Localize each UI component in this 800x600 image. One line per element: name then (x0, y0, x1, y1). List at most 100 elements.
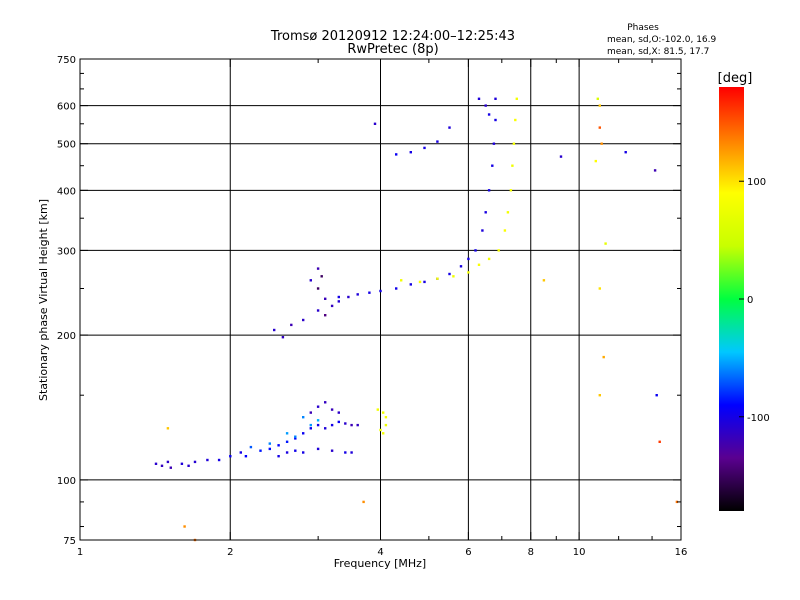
data-point (320, 275, 323, 278)
data-point (491, 164, 494, 167)
data-point (268, 442, 271, 445)
data-point (302, 432, 305, 435)
data-point (281, 336, 285, 339)
colorbar-label: [deg] (718, 71, 753, 86)
data-point (379, 428, 382, 432)
data-point (347, 295, 350, 299)
data-point (492, 142, 496, 145)
data-point (294, 449, 297, 452)
data-point (217, 458, 221, 462)
data-point (598, 104, 601, 107)
data-point (509, 189, 513, 192)
data-point (285, 440, 289, 443)
data-point (602, 355, 605, 359)
data-point (373, 122, 377, 125)
y-tick-label: 75 (63, 536, 76, 547)
data-point (494, 97, 497, 100)
data-point (350, 423, 353, 427)
data-point (506, 211, 510, 214)
data-point (330, 408, 334, 411)
data-point (302, 318, 305, 322)
data-point (309, 423, 312, 427)
data-point (330, 304, 334, 308)
data-point (598, 287, 601, 290)
data-point (166, 427, 170, 430)
x-tick-label: 2 (227, 547, 233, 558)
data-point (368, 291, 371, 294)
grid (80, 59, 681, 540)
y-tick-label: 300 (57, 246, 76, 257)
data-point (294, 437, 297, 440)
chart-title: Tromsø 20120912 12:24:00–12:25:43 (270, 29, 515, 44)
colorbar-tick-label: 100 (747, 177, 766, 188)
data-point (484, 104, 487, 107)
data-point (481, 229, 484, 232)
data-point (467, 271, 470, 274)
data-point (515, 97, 518, 100)
data-point (384, 416, 388, 419)
data-point (249, 445, 253, 449)
data-point (330, 449, 334, 452)
data-point (382, 432, 385, 435)
data-point (356, 293, 359, 296)
x-tick-label: 10 (573, 547, 586, 558)
data-point (604, 242, 607, 245)
y-axis-ticks: 75 100 200 300 400 500 600 750 (57, 55, 681, 547)
data-point (344, 422, 347, 425)
data-point (658, 440, 661, 443)
data-point (376, 408, 379, 411)
stats-title: Phases (627, 23, 659, 33)
data-point (409, 151, 412, 154)
data-point (598, 126, 601, 129)
data-point (239, 451, 242, 454)
data-point (487, 257, 491, 261)
data-point (542, 279, 546, 282)
data-point (594, 159, 597, 163)
data-point (206, 458, 209, 462)
data-point (395, 287, 398, 290)
data-point (409, 283, 412, 286)
data-point (350, 451, 353, 454)
data-point (268, 447, 271, 451)
data-point (467, 257, 470, 261)
data-point (273, 328, 276, 332)
data-point (400, 279, 403, 282)
x-tick-label: 4 (377, 547, 383, 558)
data-point (309, 279, 312, 282)
x-tick-label: 6 (465, 547, 471, 558)
stats-line-o: mean, sd,O:-102.0, 16.9 (607, 35, 717, 45)
data-point (285, 432, 289, 435)
data-point (382, 411, 385, 414)
stats-line-x: mean, sd,X: 81.5, 17.7 (607, 47, 709, 57)
data-point (511, 164, 514, 167)
data-point (653, 169, 657, 172)
data-point (180, 462, 184, 465)
data-point (277, 455, 280, 458)
data-point (474, 249, 477, 252)
data-point (169, 466, 172, 469)
data-point (384, 423, 388, 427)
data-point (324, 297, 327, 300)
y-tick-label: 100 (57, 476, 76, 487)
x-tick-label: 16 (675, 547, 688, 558)
data-point (316, 405, 320, 408)
data-point (418, 280, 422, 284)
data-point (330, 423, 334, 427)
data-point (309, 427, 312, 430)
data-point (324, 427, 327, 430)
data-point (598, 394, 601, 397)
data-point (337, 420, 340, 424)
data-point (362, 500, 365, 504)
data-point (316, 423, 320, 427)
data-point (514, 118, 517, 122)
data-point (600, 142, 603, 145)
data-point (324, 401, 327, 404)
data-point (448, 272, 451, 276)
data-point (477, 97, 481, 100)
data-point (436, 140, 439, 143)
data-point (596, 97, 599, 100)
data-point (395, 153, 398, 156)
data-point (183, 525, 186, 528)
data-point (316, 287, 320, 290)
data-point (166, 460, 170, 464)
